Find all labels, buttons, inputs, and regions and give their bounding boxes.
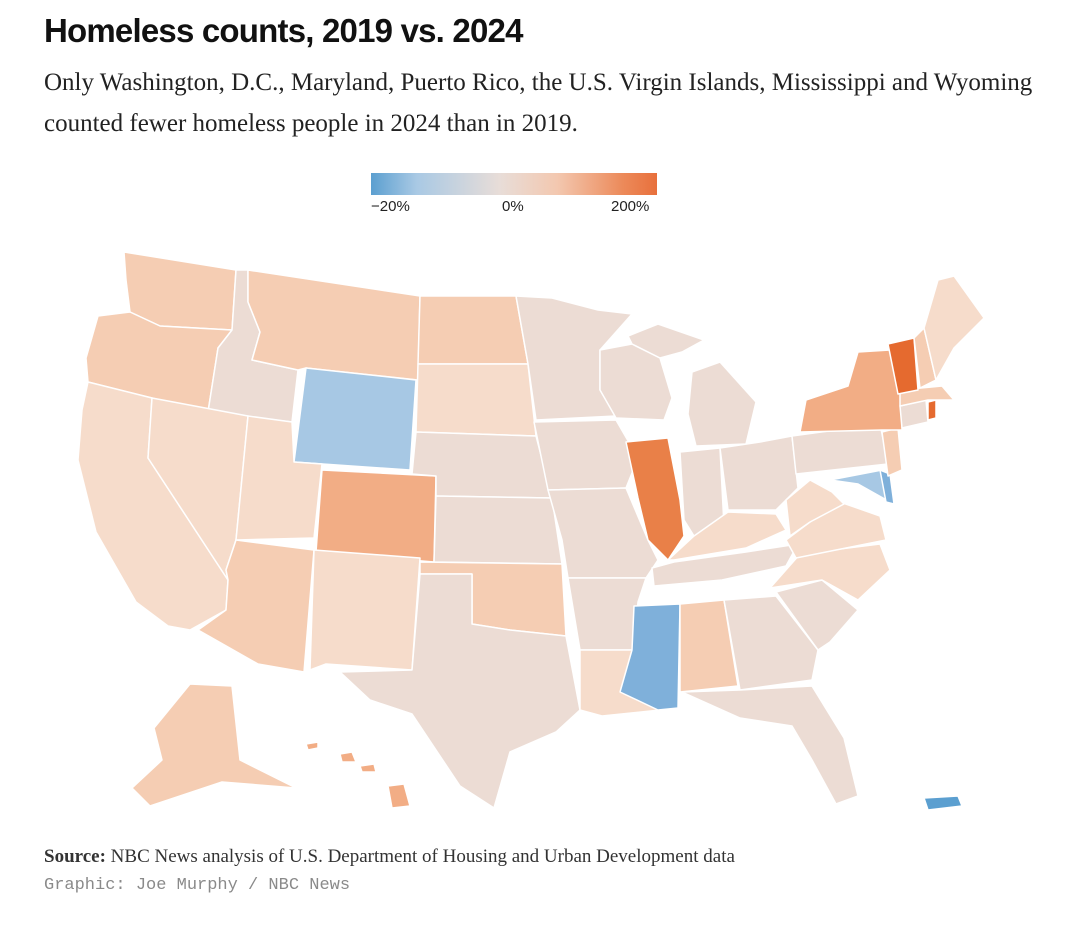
state-texas[interactable] bbox=[339, 573, 581, 809]
state-michigan[interactable] bbox=[627, 323, 705, 359]
state-hawaii[interactable] bbox=[305, 741, 411, 809]
state-delaware[interactable] bbox=[879, 469, 895, 505]
chart-subtitle: Only Washington, D.C., Maryland, Puerto … bbox=[44, 69, 1033, 137]
legend-gradient-bar bbox=[371, 173, 657, 195]
state-illinois[interactable] bbox=[625, 437, 685, 561]
state-new-york[interactable] bbox=[799, 349, 903, 433]
state-georgia[interactable] bbox=[723, 595, 819, 691]
state-west-virginia[interactable] bbox=[785, 479, 845, 537]
state-south-carolina[interactable] bbox=[775, 579, 859, 651]
source-note: Source: NBC News analysis of U.S. Depart… bbox=[44, 846, 735, 868]
state-new-jersey[interactable] bbox=[881, 427, 903, 477]
state-maine[interactable] bbox=[923, 275, 985, 381]
state-arizona[interactable] bbox=[197, 539, 315, 673]
state-colorado[interactable] bbox=[315, 469, 437, 563]
state-kansas[interactable] bbox=[433, 495, 563, 565]
state-alaska[interactable] bbox=[131, 683, 297, 807]
chart-title: Homeless counts, 2019 vs. 2024 bbox=[44, 12, 523, 49]
state-vermont[interactable] bbox=[887, 337, 919, 395]
state-wyoming[interactable] bbox=[293, 367, 417, 471]
state-new-mexico[interactable] bbox=[309, 549, 421, 671]
state-michigan-lower[interactable] bbox=[687, 361, 757, 447]
source-label: Source: bbox=[44, 846, 106, 867]
state-iowa[interactable] bbox=[533, 419, 639, 491]
state-rhode-island[interactable] bbox=[927, 399, 937, 421]
state-ohio[interactable] bbox=[719, 435, 799, 511]
state-tennessee[interactable] bbox=[651, 543, 799, 587]
state-montana[interactable] bbox=[247, 269, 421, 381]
state-south-dakota[interactable] bbox=[415, 363, 537, 437]
state-north-dakota[interactable] bbox=[417, 295, 529, 365]
state-florida[interactable] bbox=[681, 685, 859, 805]
graphic-credit: Graphic: Joe Murphy / NBC News bbox=[44, 876, 351, 895]
territory-puerto-rico[interactable] bbox=[923, 795, 963, 811]
legend-mid-label: 0% bbox=[502, 198, 524, 215]
legend-min-label: −20% bbox=[371, 198, 410, 215]
color-legend: −20% 0% 200% bbox=[371, 173, 658, 215]
us-state-map bbox=[77, 251, 985, 811]
source-text: NBC News analysis of U.S. Department of … bbox=[105, 846, 735, 867]
state-alabama[interactable] bbox=[679, 599, 739, 693]
legend-max-label: 200% bbox=[611, 198, 650, 215]
state-kentucky[interactable] bbox=[667, 511, 787, 561]
